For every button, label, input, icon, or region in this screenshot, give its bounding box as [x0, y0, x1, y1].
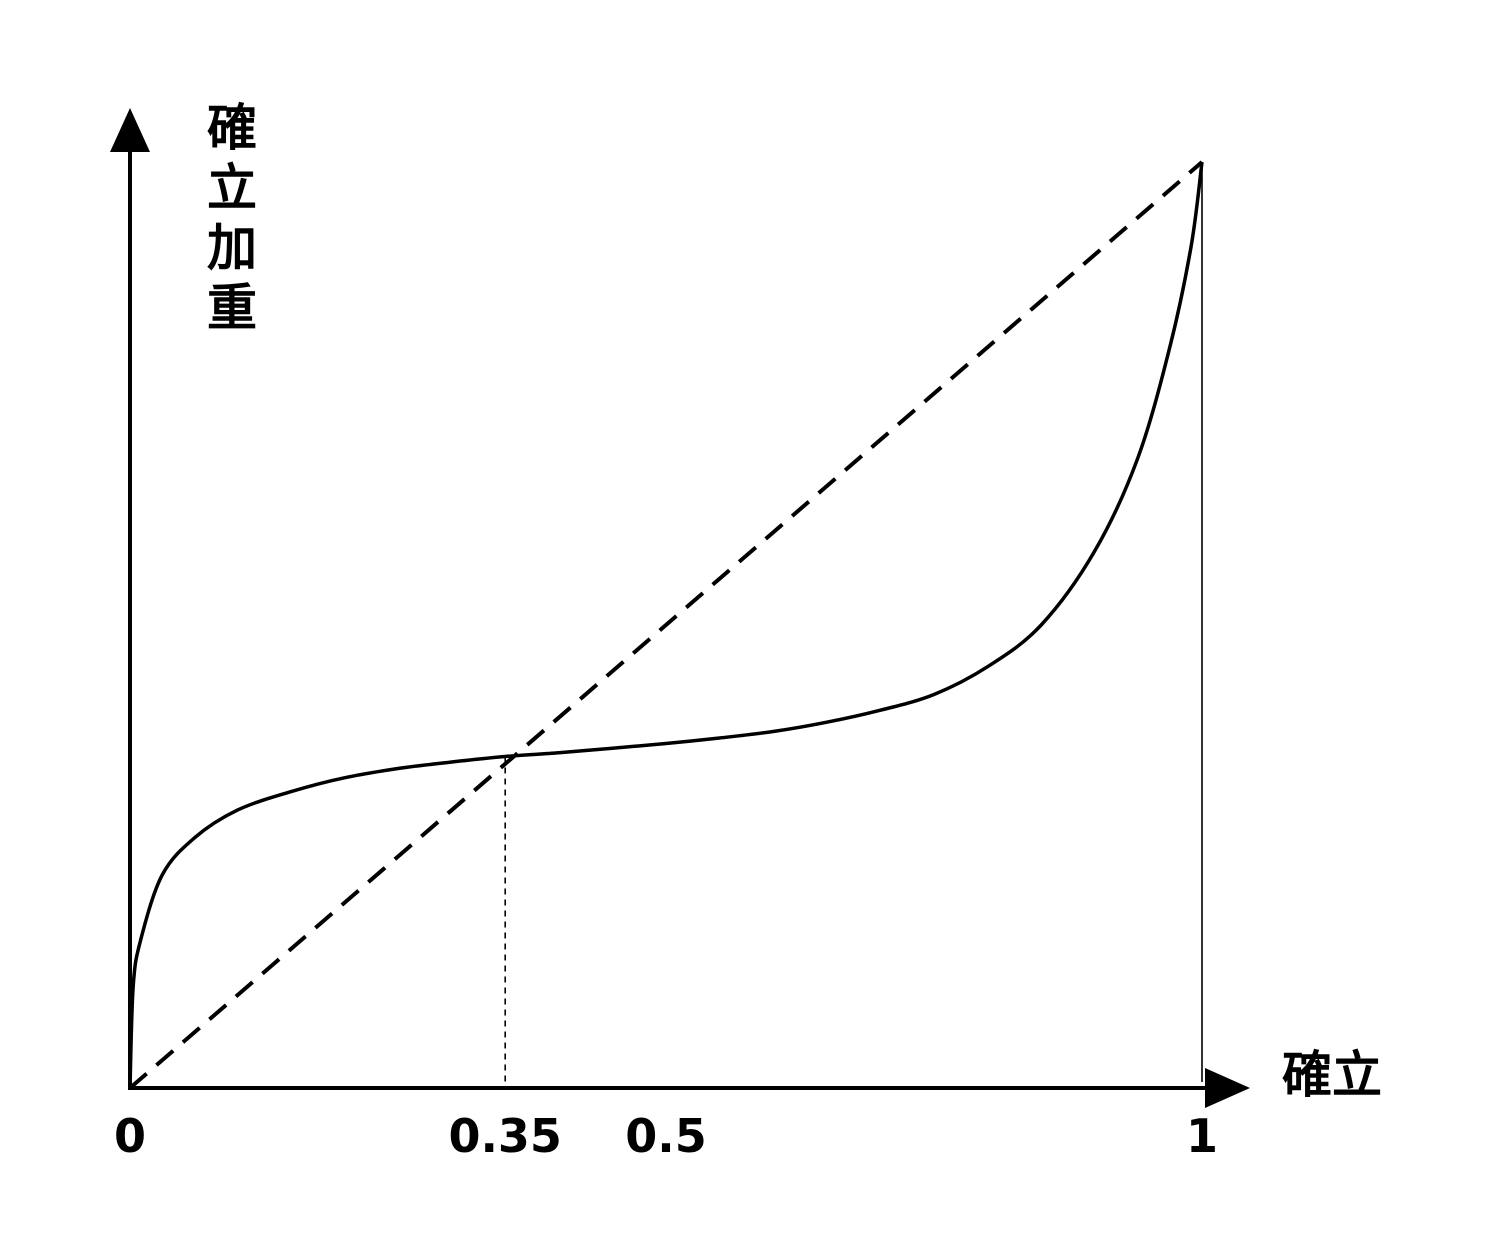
x-axis-arrow: [1205, 1068, 1250, 1108]
diagonal-reference-line: [128, 160, 1204, 1090]
x-tick-label: 0: [114, 1109, 146, 1163]
y-axis-label: 確立加重: [207, 99, 257, 337]
x-tick-labels: 0 0.35 0.5 1: [114, 1109, 1218, 1163]
weighting-curve: [128, 161, 1204, 1089]
x-axis-label: 確立: [1282, 1046, 1382, 1104]
series-layer: [128, 160, 1204, 1090]
x-tick-label: 0.35: [448, 1109, 562, 1163]
axes: [110, 108, 1250, 1108]
x-tick-label: 0.5: [625, 1109, 707, 1163]
reference-lines: [504, 162, 1203, 1082]
x-tick-label: 1: [1186, 1109, 1218, 1163]
y-axis-arrow: [110, 108, 150, 152]
